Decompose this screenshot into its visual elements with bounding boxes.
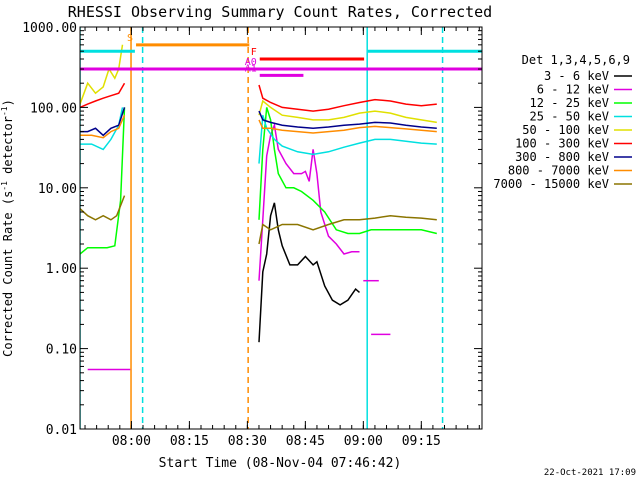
- legend-label-6: 300 - 800 keV: [515, 150, 609, 164]
- series-line-6-0: [80, 107, 126, 137]
- series-line-7-0: [80, 114, 126, 139]
- y-tick-label-5: 0.01: [46, 423, 77, 438]
- x-tick-label-4: 09:00: [344, 434, 383, 449]
- x-axis-label: Start Time (08-Nov-04 07:46:42): [159, 456, 402, 471]
- legend-label-1: 6 - 12 keV: [537, 83, 609, 97]
- flag-label-3: F: [251, 47, 257, 58]
- series-line-7-1: [258, 119, 437, 134]
- footer-date: 22-Oct-2021 17:09: [544, 468, 636, 478]
- legend-header: Det 1,3,4,5,6,9: [522, 53, 630, 67]
- flag-label-4: A0: [245, 57, 257, 68]
- series-line-2-0: [80, 107, 126, 255]
- x-tick-label-5: 09:15: [402, 434, 441, 449]
- series-line-6-1: [258, 110, 437, 130]
- plot-frame: [79, 26, 483, 430]
- series-line-1-1: [258, 122, 360, 281]
- x-tick-label-1: 08:15: [170, 434, 209, 449]
- x-axis: 08:00 08:15 08:30 08:45 09:00 09:15: [84, 27, 480, 449]
- vertical-markers: [80, 27, 444, 429]
- y-axis: 1000.00 100.00 10.00 1.00 0.10 0.01: [22, 21, 482, 438]
- legend-label-7: 800 - 7000 keV: [508, 164, 609, 178]
- series-line-4-0: [80, 44, 124, 105]
- series-line-0-0: [258, 202, 360, 343]
- series-line-2-1: [258, 107, 437, 235]
- x-tick-label-2: 08:30: [228, 434, 267, 449]
- legend-label-5: 100 - 300 keV: [515, 137, 609, 151]
- y-tick-label-1: 100.00: [30, 101, 77, 116]
- legend-label-3: 25 - 50 keV: [530, 110, 609, 124]
- y-tick-label-4: 0.10: [46, 343, 77, 358]
- legend-label-8: 7000 - 15000 keV: [493, 177, 609, 191]
- series-line-8-0: [80, 195, 126, 221]
- y-tick-label-3: 1.00: [46, 262, 77, 277]
- series-line-5-0: [80, 82, 126, 109]
- x-tick-label-3: 08:45: [286, 434, 325, 449]
- y-tick-label-2: 10.00: [38, 182, 77, 197]
- legend-label-4: 50 - 100 keV: [522, 123, 609, 137]
- chart-title: RHESSI Observing Summary Count Rates, Co…: [68, 3, 492, 21]
- flag-label-1: N: [71, 39, 77, 50]
- series-lines: [80, 44, 437, 371]
- flag-label-5: A1: [245, 63, 257, 74]
- series-line-8-1: [258, 214, 437, 245]
- y-tick-label-0: 1000.00: [22, 21, 77, 36]
- flag-label-0: S: [127, 33, 133, 44]
- series-line-3-0: [80, 107, 124, 151]
- y-axis-label: Corrected Count Rate (s-1 detector-1): [0, 99, 15, 357]
- legend-label-0: 3 - 6 keV: [544, 69, 609, 83]
- series-line-4-1: [258, 99, 437, 124]
- series-line-5-1: [258, 84, 437, 112]
- x-tick-label-0: 08:00: [112, 434, 151, 449]
- series-line-3-1: [258, 114, 437, 164]
- legend-label-2: 12 - 25 keV: [530, 96, 609, 110]
